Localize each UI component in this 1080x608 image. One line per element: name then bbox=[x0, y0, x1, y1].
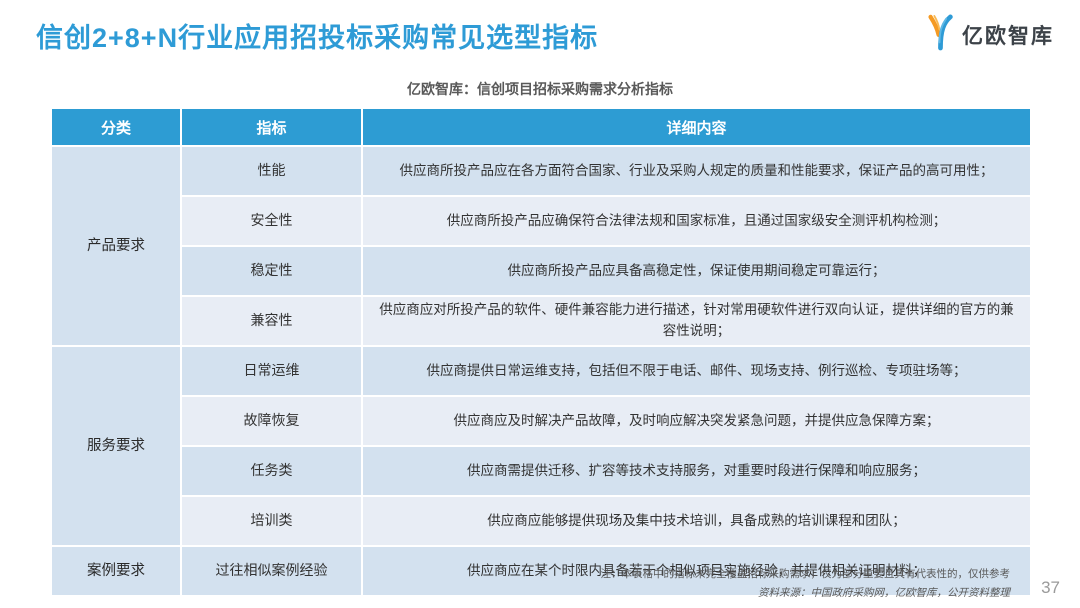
page-title: 信创2+8+N行业应用招投标采购常见选型指标 bbox=[36, 23, 599, 53]
indicator-cell: 稳定性 bbox=[180, 245, 363, 297]
indicator-cell: 任务类 bbox=[180, 445, 363, 497]
detail-cell: 供应商提供日常运维支持，包括但不限于电话、邮件、现场支持、例行巡检、专项驻场等； bbox=[361, 345, 1032, 397]
indicator-table: 分类 指标 详细内容 产品要求 性能 供应商所投产品应在各方面符合国家、行业及采… bbox=[50, 107, 1032, 597]
detail-cell: 供应商应对所投产品的软件、硬件兼容能力进行描述，针对常用硬软件进行双向认证，提供… bbox=[361, 295, 1032, 347]
brand-logo: 亿欧智库 bbox=[923, 12, 1054, 57]
page-number: 37 bbox=[1041, 578, 1060, 597]
yiou-logo-icon bbox=[923, 12, 957, 57]
table-header-row: 分类 指标 详细内容 bbox=[50, 107, 1032, 147]
brand-logo-text: 亿欧智库 bbox=[962, 24, 1054, 48]
detail-cell: 供应商应在某个时限内具备若干个相似项目实施经验，并提供相关证明材料； bbox=[361, 545, 1032, 597]
column-header-indicator: 指标 bbox=[180, 107, 363, 147]
indicator-cell: 性能 bbox=[180, 145, 363, 197]
indicator-cell: 过往相似案例经验 bbox=[180, 545, 363, 597]
indicator-cell: 安全性 bbox=[180, 195, 363, 247]
category-cell-product: 产品要求 bbox=[50, 145, 182, 347]
table-row: 兼容性 供应商应对所投产品的软件、硬件兼容能力进行描述，针对常用硬软件进行双向认… bbox=[51, 295, 1032, 347]
column-header-detail: 详细内容 bbox=[361, 107, 1032, 147]
indicator-cell: 日常运维 bbox=[180, 345, 363, 397]
category-cell-case: 案例要求 bbox=[50, 545, 182, 597]
table-row: 服务要求 日常运维 供应商提供日常运维支持，包括但不限于电话、邮件、现场支持、例… bbox=[50, 345, 1032, 547]
table-row: 故障恢复 供应商应及时解决产品故障，及时响应解决突发紧急问题，并提供应急保障方案… bbox=[51, 395, 1032, 447]
indicator-cell: 兼容性 bbox=[180, 295, 363, 347]
detail-cell: 供应商应能够提供现场及集中技术培训，具备成熟的培训课程和团队； bbox=[361, 495, 1032, 547]
indicator-cell: 培训类 bbox=[180, 495, 363, 547]
footnotes: 注：本表格中的指标未完全覆盖招标采购需求，仅为部分重要且具有代表性的，仅供参考 … bbox=[601, 565, 1011, 603]
detail-cell: 供应商需提供迁移、扩容等技术支持服务，对重要时段进行保障和响应服务； bbox=[361, 445, 1032, 497]
category-cell-service: 服务要求 bbox=[50, 345, 182, 547]
table-caption: 亿欧智库：信创项目招标采购需求分析指标 bbox=[407, 81, 673, 97]
detail-cell: 供应商应及时解决产品故障，及时响应解决突发紧急问题，并提供应急保障方案； bbox=[361, 395, 1032, 447]
table-row: 任务类 供应商需提供迁移、扩容等技术支持服务，对重要时段进行保障和响应服务； bbox=[51, 445, 1032, 497]
table-row: 案例要求 过往相似案例经验 供应商应在某个时限内具备若干个相似项目实施经验，并提… bbox=[50, 545, 1032, 597]
footnote-source: 资料来源：中国政府采购网，亿欧智库，公开资料整理 bbox=[758, 586, 1010, 599]
detail-cell: 供应商所投产品应具备高稳定性，保证使用期间稳定可靠运行； bbox=[361, 245, 1032, 297]
table-row: 产品要求 性能 供应商所投产品应在各方面符合国家、行业及采购人规定的质量和性能要… bbox=[50, 145, 1032, 347]
detail-cell: 供应商所投产品应在各方面符合国家、行业及采购人规定的质量和性能要求，保证产品的高… bbox=[361, 145, 1032, 197]
column-header-category: 分类 bbox=[50, 107, 182, 147]
table-row: 培训类 供应商应能够提供现场及集中技术培训，具备成熟的培训课程和团队； bbox=[51, 495, 1032, 547]
footnote-disclaimer: 注：本表格中的指标未完全覆盖招标采购需求，仅为部分重要且具有代表性的，仅供参考 bbox=[600, 568, 1011, 580]
detail-cell: 供应商所投产品应确保符合法律法规和国家标准，且通过国家级安全测评机构检测； bbox=[361, 195, 1032, 247]
indicator-cell: 故障恢复 bbox=[180, 395, 363, 447]
table-row: 安全性 供应商所投产品应确保符合法律法规和国家标准，且通过国家级安全测评机构检测… bbox=[51, 195, 1032, 247]
table-row: 稳定性 供应商所投产品应具备高稳定性，保证使用期间稳定可靠运行； bbox=[51, 245, 1032, 297]
